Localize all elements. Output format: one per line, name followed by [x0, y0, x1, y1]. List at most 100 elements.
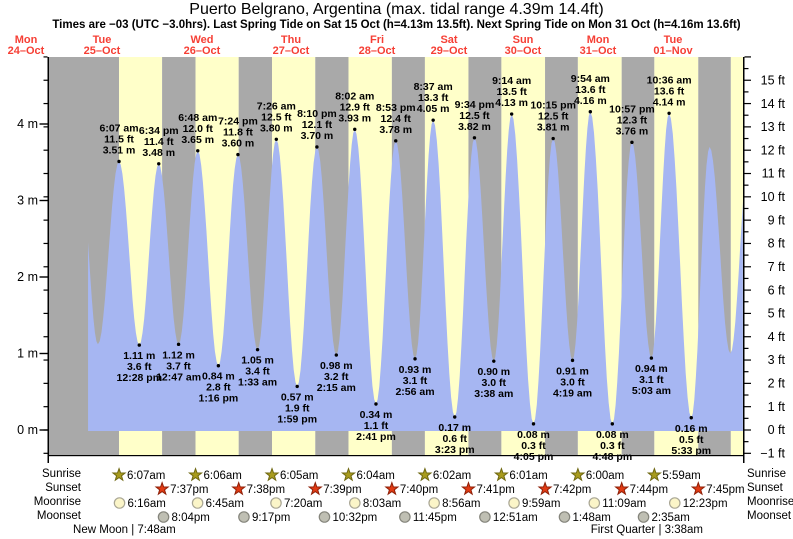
- tide-annotation: 8:37 am 13.3 ft 4.05 m: [414, 81, 453, 115]
- right-axis-tick-label: 6 ft: [768, 283, 786, 297]
- tide-annotation: 7:26 am 12.5 ft 3.80 m: [257, 100, 296, 134]
- sunset-icon: [537, 481, 553, 496]
- tide-annotation: 10:57 pm 12.3 ft 3.76 m: [609, 103, 655, 137]
- right-axis-tick-label: 11 ft: [762, 167, 786, 181]
- page-title: Puerto Belgrano, Argentina (max. tidal r…: [189, 1, 604, 18]
- moonset-time: 9:17pm: [252, 512, 290, 524]
- tide-annotation: 6:07 am 11.5 ft 3.51 m: [99, 122, 138, 156]
- moonset-time: 11:45pm: [413, 512, 457, 524]
- high-tide-dot: [117, 159, 121, 164]
- sunset-icon: [231, 481, 247, 496]
- moonset-time: 2:35am: [652, 512, 690, 524]
- sunrise-time: 6:01am: [509, 470, 547, 482]
- moonrise-time: 9:59am: [522, 498, 560, 510]
- moonrise-icon: [191, 497, 204, 509]
- sunset-icon: [614, 481, 630, 496]
- tide-annotation: 0.16 m 0.5 ft 5:33 pm: [671, 423, 711, 457]
- high-tide-dot: [196, 149, 200, 153]
- high-tide-dot: [353, 127, 357, 132]
- tide-annotation: 9:54 am 13.6 ft 4.16 m: [571, 73, 610, 107]
- moonrise-time: 6:16am: [128, 498, 166, 510]
- high-tide-dot: [394, 139, 398, 143]
- moonset-icon: [558, 511, 571, 523]
- sunset-time: 7:45pm: [706, 484, 744, 496]
- sunset-time: 7:38pm: [247, 484, 285, 496]
- sunrise-icon: [646, 467, 662, 482]
- sunset-time: 7:41pm: [476, 484, 514, 496]
- left-axis: [47, 57, 49, 463]
- tide-annotation: 10:36 am 13.6 ft 4.14 m: [647, 74, 692, 108]
- sunrise-row-label-right: Sunrise: [747, 468, 786, 480]
- day-label: Sat 29–Oct: [431, 34, 468, 57]
- left-axis-tick-label: 3 m: [17, 194, 38, 208]
- moonrise-time: 7:20am: [284, 498, 322, 510]
- right-axis-tick-label: −1 ft: [760, 447, 785, 461]
- sunrise-time: 6:00am: [586, 470, 624, 482]
- tide-annotation: 8:10 pm 12.1 ft 3.70 m: [297, 108, 337, 142]
- tide-annotation: 10:15 pm 12.5 ft 3.81 m: [530, 100, 576, 134]
- tide-curve: [88, 111, 743, 431]
- sunrise-time: 6:07am: [127, 470, 165, 482]
- sunrise-icon: [111, 467, 127, 482]
- right-axis-tick-label: 5 ft: [768, 307, 786, 321]
- moonset-time: 1:48am: [572, 512, 610, 524]
- sunrise-icon: [264, 467, 280, 482]
- moonrise-icon: [113, 497, 126, 509]
- axes: −1 ft 0 ft 1 ft 2 ft 3 ft 4 ft 5 ft 6 ft 7 ft 8 f…: [17, 56, 786, 463]
- low-tide-dot: [492, 359, 496, 363]
- day-label: Wed 26–Oct: [184, 34, 221, 57]
- left-axis-tick-label: 2 m: [17, 270, 38, 284]
- low-tide-dot: [649, 356, 654, 360]
- moonset-icon: [479, 511, 491, 523]
- tide-annotation: 6:34 pm 11.4 ft 3.48 m: [139, 125, 179, 159]
- tide-annotation: 9:14 am 13.5 ft 4.13 m: [492, 75, 531, 109]
- tide-annotation: 0.08 m 0.3 ft 4:48 pm: [592, 429, 632, 463]
- tide-annotation: 0.98 m 3.2 ft 2:15 am: [317, 360, 356, 394]
- right-axis-tick-label: 2 ft: [768, 377, 786, 391]
- sunrise-time: 6:04am: [356, 470, 394, 482]
- sunrise-icon: [340, 467, 357, 482]
- high-tide-dot: [630, 140, 634, 145]
- left-axis-tick-label: 4 m: [17, 117, 38, 131]
- high-tide-dot: [274, 137, 279, 141]
- day-label: Thu 27–Oct: [273, 34, 310, 57]
- high-tide-dot: [472, 136, 477, 140]
- tide-annotation: 0.93 m 3.1 ft 2:56 am: [395, 364, 434, 398]
- high-tide-dot: [315, 145, 319, 149]
- moonrise-row-label-left: Moonrise: [33, 496, 81, 508]
- right-axis-tick-label: 14 ft: [761, 97, 786, 111]
- moonrise-icon: [428, 497, 440, 509]
- sunset-time: 7:40pm: [400, 484, 438, 496]
- astro-rows: 6:07am 6:06am 6:05am 6:04am 6:02am 6:01am 6:00…: [111, 467, 745, 524]
- moonrise-icon: [668, 497, 681, 509]
- low-tide-dot: [374, 402, 378, 406]
- moonrise-time: 12:23pm: [683, 498, 728, 510]
- moonrise-row-label-right: Moonrise: [747, 496, 793, 508]
- right-axis-tick-label: 13 ft: [761, 120, 786, 134]
- moonset-time: 8:04pm: [172, 512, 210, 524]
- right-axis-tick-label: 1 ft: [768, 400, 786, 414]
- sunrise-time: 6:06am: [204, 470, 242, 482]
- low-tide-dot: [689, 416, 693, 420]
- right-axis-tick-label: 8 ft: [768, 237, 786, 251]
- moonrise-icon: [270, 497, 282, 509]
- moonset-time: 10:32pm: [332, 512, 377, 524]
- low-tide-dot: [137, 343, 141, 347]
- moonset-icon: [318, 511, 331, 523]
- high-tide-dot: [509, 112, 514, 116]
- tide-annotation: 8:02 am 12.9 ft 3.93 m: [335, 90, 374, 124]
- tide-area-path: [88, 111, 743, 431]
- low-tide-dot: [176, 342, 181, 347]
- sunset-time: 7:42pm: [553, 484, 591, 496]
- tide-annotation: 1.12 m 3.7 ft 12:47 am: [156, 349, 201, 383]
- moonrise-time: 8:03am: [363, 498, 401, 510]
- sunrise-icon: [417, 467, 433, 482]
- right-axis-tick-label: 4 ft: [768, 330, 786, 344]
- low-tide-dot: [413, 357, 417, 361]
- sunset-icon: [307, 481, 323, 496]
- right-axis-tick-label: 3 ft: [768, 353, 786, 367]
- moonrise-time: 6:45am: [206, 498, 244, 510]
- high-tide-dot: [431, 118, 435, 122]
- bottom-axis: [49, 455, 743, 457]
